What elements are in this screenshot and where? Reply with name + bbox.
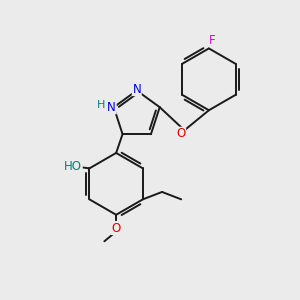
- Text: F: F: [209, 34, 216, 47]
- Text: HO: HO: [64, 160, 82, 172]
- Text: N: N: [107, 101, 116, 114]
- Text: O: O: [112, 221, 121, 235]
- Text: O: O: [176, 127, 185, 140]
- Text: N: N: [132, 82, 141, 95]
- Text: H: H: [97, 100, 106, 110]
